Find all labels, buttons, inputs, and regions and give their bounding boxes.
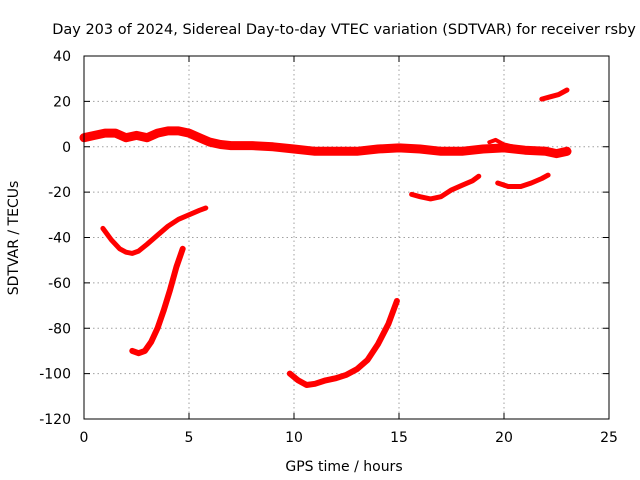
series-arc-19h-20h — [487, 137, 517, 149]
series-arc-1h-6h — [100, 205, 209, 256]
series-arc-16h-19h — [409, 173, 482, 202]
y-tick-label: 20 — [53, 94, 71, 110]
chart-title: Day 203 of 2024, Sidereal Day-to-day VTE… — [52, 22, 636, 38]
x-tick-label: 0 — [80, 430, 89, 446]
x-axis-label: GPS time / hours — [285, 459, 402, 475]
y-tick-label: -20 — [48, 185, 71, 201]
x-tick-label: 5 — [185, 430, 194, 446]
y-tick-label: 40 — [53, 49, 71, 65]
series-arc-10h-15h — [286, 298, 400, 388]
y-tick-label: -40 — [48, 231, 71, 247]
x-tick-label: 20 — [495, 430, 513, 446]
y-tick-label: -60 — [48, 276, 71, 292]
series-arc-20h-22h — [495, 172, 551, 189]
data-series — [79, 87, 572, 388]
x-tick-label: 10 — [285, 430, 303, 446]
y-tick-label: -120 — [39, 412, 71, 428]
grid — [84, 56, 609, 419]
series-arc-2h-5h — [129, 245, 186, 357]
x-tick-label: 15 — [390, 430, 408, 446]
axis-ticks — [83, 55, 610, 420]
y-tick-label: 0 — [62, 140, 71, 156]
tick-labels: 0 5 10 15 20 25 -120 -100 -80 -60 -40 -20 0 20 40 — [39, 49, 618, 446]
y-tick-label: -80 — [48, 321, 71, 337]
y-axis-label: SDTVAR / TECUs — [6, 181, 22, 296]
y-tick-label: -100 — [39, 367, 71, 383]
series-arc-main — [79, 126, 572, 159]
series-arc-upper-right — [539, 87, 570, 102]
x-tick-label: 25 — [600, 430, 618, 446]
